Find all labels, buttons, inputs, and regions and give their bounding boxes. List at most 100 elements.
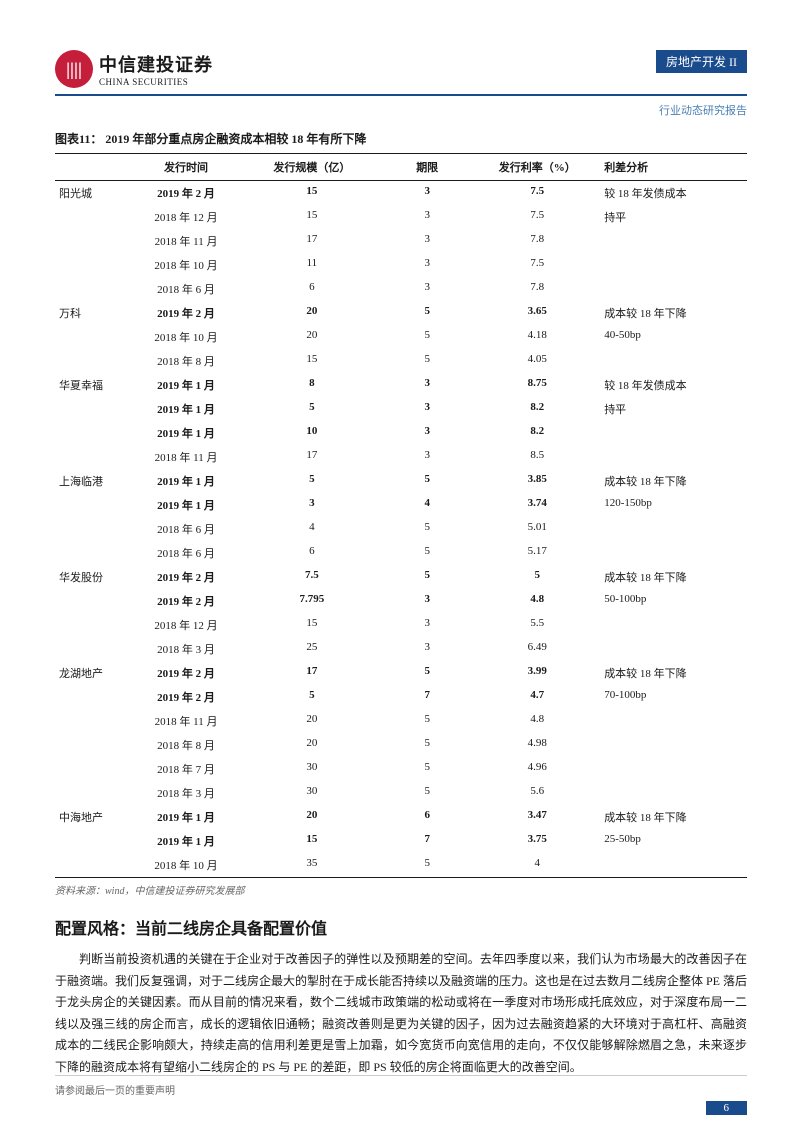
cell-rate: 7.5 (474, 205, 600, 229)
cell-scale: 11 (244, 253, 380, 277)
cell-scale: 30 (244, 781, 380, 805)
cell-scale: 15 (244, 349, 380, 373)
cell-time: 2018 年 11 月 (128, 229, 243, 253)
cell-term: 5 (380, 517, 474, 541)
cell-company (55, 205, 128, 229)
cell-rate: 4.98 (474, 733, 600, 757)
cell-scale: 15 (244, 829, 380, 853)
cell-term: 3 (380, 277, 474, 301)
cell-time: 2018 年 10 月 (128, 325, 243, 349)
table-row: 万科2019 年 2 月2053.65成本较 18 年下降 (55, 301, 747, 325)
col-company (55, 154, 128, 181)
cell-company (55, 709, 128, 733)
cell-rate: 4.8 (474, 589, 600, 613)
cell-scale: 20 (244, 805, 380, 829)
cell-spread (600, 445, 747, 469)
cell-time: 2019 年 2 月 (128, 301, 243, 325)
cell-time: 2018 年 6 月 (128, 277, 243, 301)
cell-spread (600, 733, 747, 757)
cell-company (55, 349, 128, 373)
cell-company: 阳光城 (55, 181, 128, 206)
cell-rate: 3.85 (474, 469, 600, 493)
cell-spread (600, 349, 747, 373)
cell-scale: 6 (244, 277, 380, 301)
cell-company (55, 253, 128, 277)
cell-rate: 7.8 (474, 277, 600, 301)
table-row: 2018 年 8 月1554.05 (55, 349, 747, 373)
table-row: 2019 年 2 月574.770-100bp (55, 685, 747, 709)
cell-rate: 3.75 (474, 829, 600, 853)
table-row: 2018 年 7 月3054.96 (55, 757, 747, 781)
cell-spread (600, 541, 747, 565)
footer: 请参阅最后一页的重要声明 (55, 1075, 747, 1097)
cell-term: 5 (380, 757, 474, 781)
cell-scale: 5 (244, 469, 380, 493)
cell-company (55, 229, 128, 253)
cell-scale: 30 (244, 757, 380, 781)
cell-term: 3 (380, 253, 474, 277)
financing-table: 发行时间 发行规模（亿） 期限 发行利率（%） 利差分析 阳光城2019 年 2… (55, 153, 747, 878)
cell-rate: 7.5 (474, 181, 600, 206)
table-row: 2019 年 1 月1038.2 (55, 421, 747, 445)
cell-rate: 4.7 (474, 685, 600, 709)
cell-term: 7 (380, 685, 474, 709)
cell-time: 2018 年 8 月 (128, 733, 243, 757)
cell-spread: 成本较 18 年下降 (600, 301, 747, 325)
cell-scale: 17 (244, 229, 380, 253)
table-row: 2018 年 11 月1737.8 (55, 229, 747, 253)
col-rate: 发行利率（%） (474, 154, 600, 181)
cell-scale: 15 (244, 181, 380, 206)
cell-scale: 20 (244, 709, 380, 733)
cell-spread (600, 277, 747, 301)
cell-company (55, 589, 128, 613)
cell-spread (600, 253, 747, 277)
table-row: 2019 年 1 月343.74120-150bp (55, 493, 747, 517)
cell-spread (600, 421, 747, 445)
cell-spread (600, 757, 747, 781)
cell-term: 5 (380, 853, 474, 878)
logo-text-en: CHINA SECURITIES (99, 77, 213, 87)
cell-time: 2018 年 6 月 (128, 517, 243, 541)
cell-spread: 较 18 年发债成本 (600, 373, 747, 397)
table-row: 2018 年 6 月637.8 (55, 277, 747, 301)
page-number: 6 (706, 1101, 748, 1115)
cell-scale: 35 (244, 853, 380, 878)
logo: |||| 中信建投证券 CHINA SECURITIES (55, 50, 213, 88)
cell-rate: 3.47 (474, 805, 600, 829)
cell-scale: 17 (244, 445, 380, 469)
cell-time: 2018 年 3 月 (128, 637, 243, 661)
cell-term: 6 (380, 805, 474, 829)
cell-spread (600, 613, 747, 637)
figure-title: 图表11： 2019 年部分重点房企融资成本相较 18 年有所下降 (55, 130, 747, 147)
cell-rate: 4.8 (474, 709, 600, 733)
cell-scale: 7.795 (244, 589, 380, 613)
cell-company (55, 493, 128, 517)
cell-company: 万科 (55, 301, 128, 325)
cell-scale: 20 (244, 301, 380, 325)
cell-time: 2019 年 2 月 (128, 661, 243, 685)
col-spread: 利差分析 (600, 154, 747, 181)
cell-time: 2019 年 2 月 (128, 589, 243, 613)
cell-company: 中海地产 (55, 805, 128, 829)
cell-term: 3 (380, 181, 474, 206)
cell-rate: 8.5 (474, 445, 600, 469)
cell-time: 2019 年 1 月 (128, 469, 243, 493)
cell-term: 5 (380, 325, 474, 349)
cell-spread: 较 18 年发债成本 (600, 181, 747, 206)
table-row: 阳光城2019 年 2 月1537.5较 18 年发债成本 (55, 181, 747, 206)
cell-rate: 5.17 (474, 541, 600, 565)
cell-company (55, 397, 128, 421)
cell-term: 3 (380, 397, 474, 421)
table-row: 2018 年 11 月2054.8 (55, 709, 747, 733)
table-header-row: 发行时间 发行规模（亿） 期限 发行利率（%） 利差分析 (55, 154, 747, 181)
cell-company (55, 637, 128, 661)
table-row: 2018 年 6 月455.01 (55, 517, 747, 541)
cell-term: 3 (380, 637, 474, 661)
table-row: 2018 年 6 月655.17 (55, 541, 747, 565)
cell-spread: 持平 (600, 205, 747, 229)
cell-rate: 8.2 (474, 397, 600, 421)
cell-term: 4 (380, 493, 474, 517)
table-row: 2019 年 2 月7.79534.850-100bp (55, 589, 747, 613)
cell-scale: 3 (244, 493, 380, 517)
table-row: 2018 年 8 月2054.98 (55, 733, 747, 757)
